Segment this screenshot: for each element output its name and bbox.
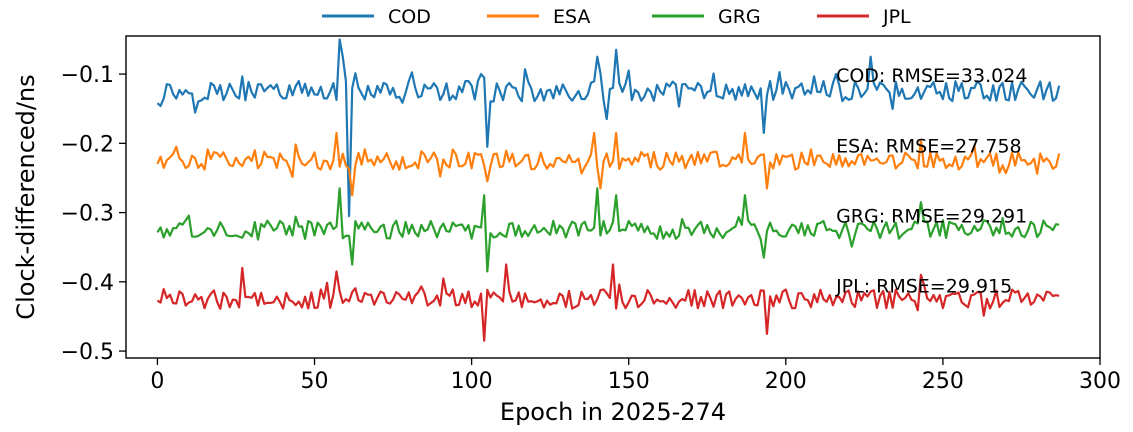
series-line-grg <box>156 187 1060 273</box>
x-tick-label: 300 <box>1079 369 1121 394</box>
x-tick-label: 50 <box>301 369 329 394</box>
rmse-annotation: COD: RMSE=33.024 <box>836 65 1027 87</box>
rmse-annotation: ESA: RMSE=27.758 <box>836 135 1022 157</box>
series-line-cod <box>156 38 1061 218</box>
y-axis-title: Clock-differenced/ns <box>12 74 40 319</box>
y-tick-label: −0.1 <box>61 63 114 88</box>
x-tick-label: 150 <box>608 369 650 394</box>
x-tick-label: 200 <box>765 369 807 394</box>
x-tick-label: 100 <box>451 369 493 394</box>
series-line-jpl <box>156 263 1060 342</box>
legend-label: JPL <box>882 6 911 28</box>
series-line-esa <box>156 131 1061 197</box>
legend-label: ESA <box>553 6 590 28</box>
plot-area: COD: RMSE=33.024 ESA: RMSE=27.758 GRG: RMS… <box>156 38 1061 342</box>
legend-item-grg: GRG <box>652 6 761 28</box>
x-tick-label: 250 <box>922 369 964 394</box>
rmse-annotation: GRG: RMSE=29.291 <box>836 205 1027 227</box>
legend-label: GRG <box>718 6 761 28</box>
y-tick-label: −0.4 <box>61 271 114 296</box>
legend-item-cod: COD <box>322 6 431 28</box>
y-tick-label: −0.2 <box>61 132 114 157</box>
legend: COD ESA GRG JPL <box>322 6 911 28</box>
x-axis-title: Epoch in 2025-274 <box>500 398 726 426</box>
plot-frame <box>125 35 1101 359</box>
legend-label: COD <box>388 6 431 28</box>
rmse-annotation: JPL: RMSE=29.915 <box>835 275 1012 297</box>
axes: 0 50 100 150 200 250 300 −0.5 −0.4 −0.3 −0.2 −0.1 <box>61 35 1121 394</box>
y-tick-label: −0.5 <box>61 340 114 365</box>
x-tick-label: 0 <box>150 369 164 394</box>
y-tick-label: −0.3 <box>61 202 114 227</box>
legend-item-esa: ESA <box>487 6 590 28</box>
legend-item-jpl: JPL <box>817 6 911 28</box>
